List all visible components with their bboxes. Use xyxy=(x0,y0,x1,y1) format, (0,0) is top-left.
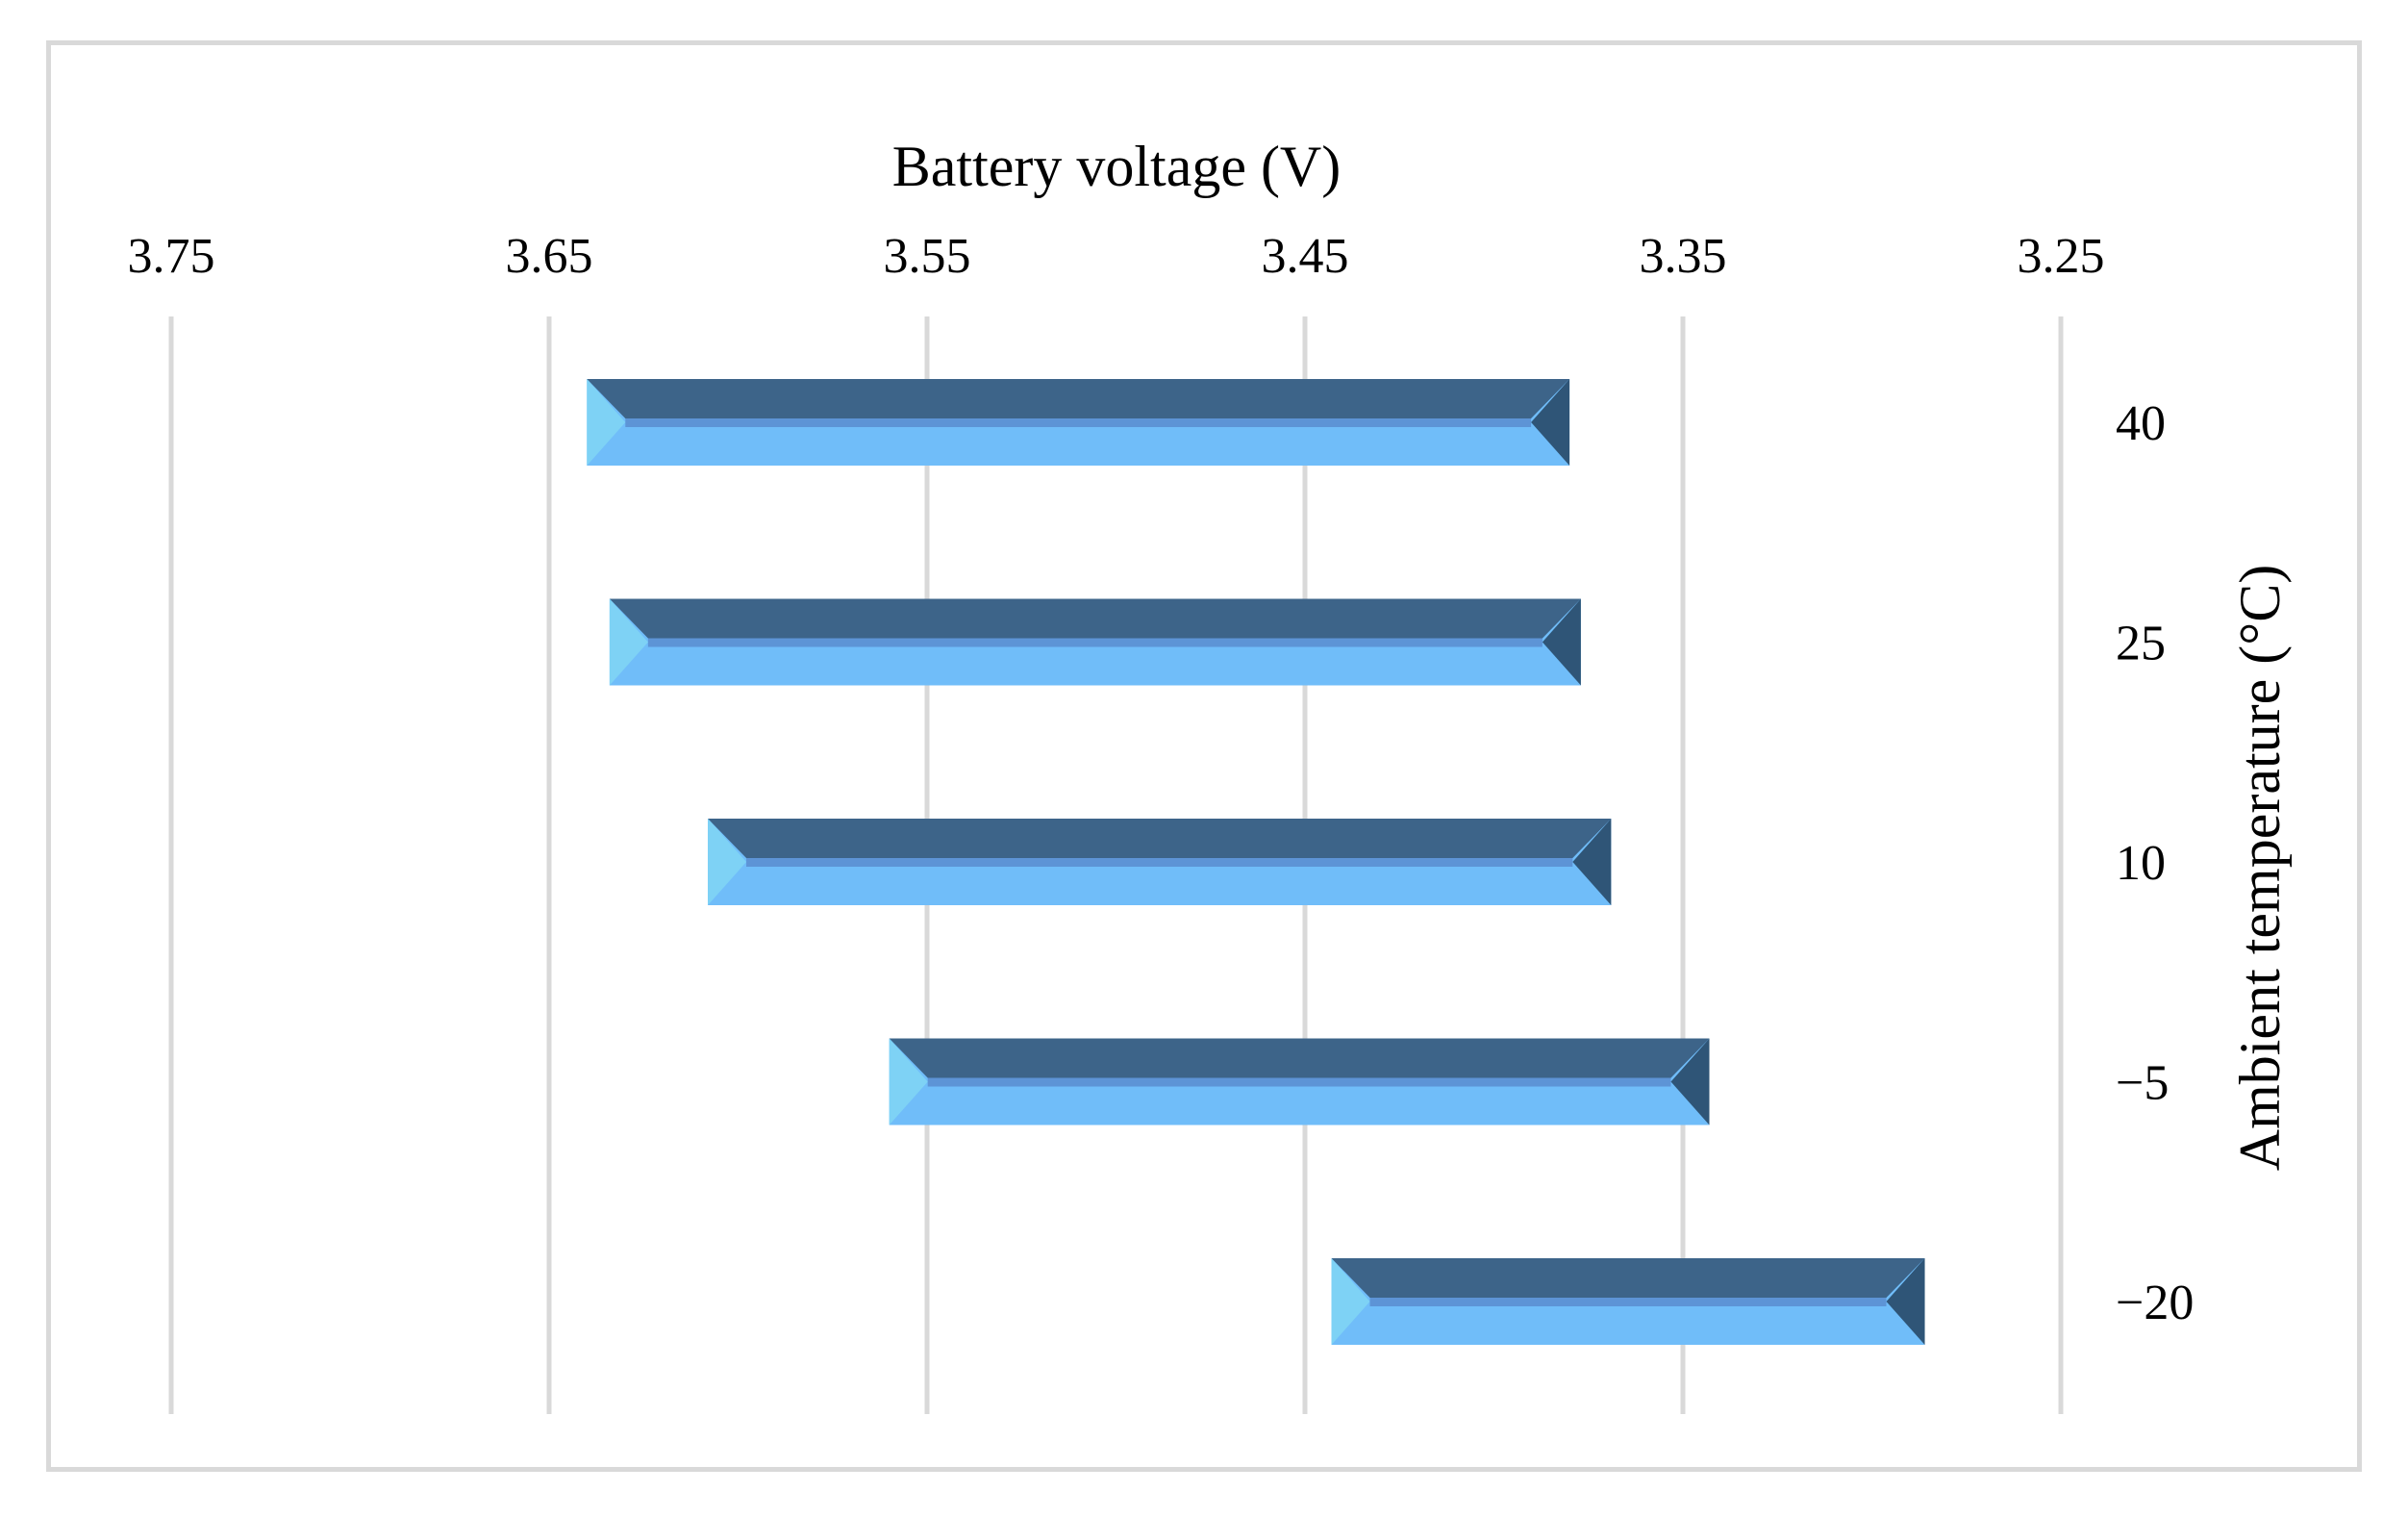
bar-top-face xyxy=(708,819,1612,858)
bar-right-bevel xyxy=(1886,1258,1925,1345)
y-tick-label: 25 xyxy=(2116,617,2166,671)
bar-mid-stripe xyxy=(1369,1298,1887,1306)
x-axis-title: Battery voltage (V) xyxy=(892,135,1342,198)
y-tick-label: 10 xyxy=(2116,836,2166,891)
bar-top-face xyxy=(1331,1258,1925,1298)
bar xyxy=(889,1038,1710,1125)
bars xyxy=(587,379,1925,1345)
bar-mid-stripe xyxy=(647,638,1543,647)
x-tick-label: 3.55 xyxy=(884,229,971,284)
x-tick-label: 3.75 xyxy=(128,229,215,284)
bar-left-bevel xyxy=(889,1038,928,1125)
y-tick-label: −5 xyxy=(2116,1056,2169,1111)
x-tick-label: 3.65 xyxy=(506,229,593,284)
bar-right-bevel xyxy=(1670,1038,1710,1125)
bar-mid-stripe xyxy=(927,1077,1671,1087)
bar-left-bevel xyxy=(609,598,648,686)
x-tick-label: 3.45 xyxy=(1262,229,1349,284)
y-tick-label: 40 xyxy=(2116,396,2166,451)
x-tick-label: 3.35 xyxy=(1640,229,1727,284)
y-axis-title: Ambient temperature (°C) xyxy=(2228,565,2292,1171)
bar xyxy=(587,379,1570,466)
bar xyxy=(708,819,1612,905)
y-tick-label: −20 xyxy=(2116,1276,2194,1330)
bar-top-face xyxy=(587,379,1570,418)
bar-top-face xyxy=(609,598,1581,639)
bar-left-bevel xyxy=(587,379,626,466)
bar-mid-stripe xyxy=(746,858,1573,867)
bar xyxy=(609,598,1581,686)
x-tick-label: 3.25 xyxy=(2018,229,2105,284)
bar-right-bevel xyxy=(1531,379,1570,466)
bar-left-bevel xyxy=(1331,1258,1370,1345)
bar-right-bevel xyxy=(1542,598,1581,686)
chart-svg: Battery voltage (V) 3.75 3.65 3.55 3.45 3.35… xyxy=(128,135,2292,1414)
y-tick-labels: 40 25 10 −5 −20 xyxy=(2116,396,2194,1330)
bar xyxy=(1331,1258,1925,1345)
bar-mid-stripe xyxy=(625,418,1532,427)
bar-left-bevel xyxy=(708,819,747,905)
chart-frame: Battery voltage (V) 3.75 3.65 3.55 3.45 3.35… xyxy=(46,40,2362,1472)
bar-right-bevel xyxy=(1572,819,1612,905)
x-tick-labels: 3.75 3.65 3.55 3.45 3.35 3.25 xyxy=(128,229,2105,284)
bar-top-face xyxy=(889,1038,1710,1078)
